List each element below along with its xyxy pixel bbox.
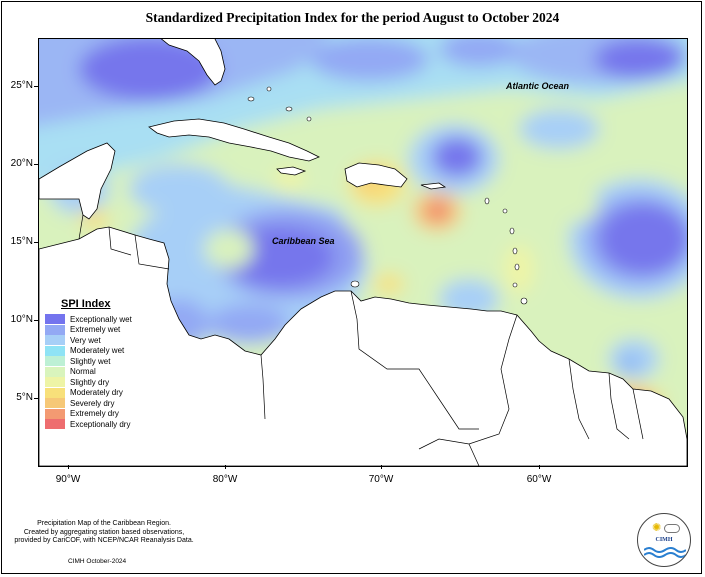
lat-tick	[34, 86, 38, 87]
lon-label: 70°W	[368, 474, 394, 485]
landmass	[39, 39, 687, 466]
logo-text: CIMH	[655, 537, 673, 543]
legend-label: Very wet	[70, 335, 101, 345]
legend-swatch	[45, 366, 65, 377]
lat-label: 25°N	[10, 80, 33, 91]
legend-swatch	[45, 314, 65, 325]
legend-swatch	[45, 398, 65, 409]
lat-tick	[34, 164, 38, 165]
legend-items: Exceptionally wet Extremely wet Very wet Mo…	[45, 314, 175, 430]
lon-label: 80°W	[212, 474, 238, 485]
lon-label: 60°W	[526, 474, 552, 485]
lat-label: 10°N	[10, 314, 33, 325]
spi-map-canvas	[39, 39, 687, 466]
lat-label: 15°N	[10, 236, 33, 247]
legend-label: Exceptionally wet	[70, 314, 132, 324]
waves-icon	[644, 547, 686, 558]
legend-swatch	[45, 419, 65, 430]
spi-map	[38, 38, 688, 467]
lat-tick	[34, 242, 38, 243]
legend-item: Extremely dry	[45, 408, 175, 420]
legend-item: Severely dry	[45, 398, 175, 409]
lesser-antilles	[247, 86, 528, 305]
credits-date: CIMH October-2024	[68, 558, 127, 565]
legend-item: Normal	[45, 366, 175, 378]
lon-tick	[68, 465, 69, 469]
credits-line: Precipitation Map of the Caribbean Regio…	[37, 520, 171, 527]
legend-label: Moderately wet	[70, 346, 125, 356]
legend-item: Extremely wet	[45, 324, 175, 336]
lon-tick	[225, 465, 226, 469]
lat-label: 5°N	[16, 392, 33, 403]
legend-item: Moderately dry	[45, 387, 175, 399]
legend-item: Moderately wet	[45, 345, 175, 357]
cloud-icon	[664, 524, 680, 533]
legend-swatch	[45, 335, 65, 346]
legend-label: Exceptionally dry	[70, 419, 131, 429]
map-title: Standardized Precipitation Index for the…	[145, 10, 560, 25]
legend-label: Extremely wet	[70, 325, 121, 335]
lon-label: 90°W	[55, 474, 81, 485]
sun-icon: ✺	[652, 522, 662, 534]
legend-swatch	[45, 356, 65, 367]
lon-tick	[381, 465, 382, 469]
lat-tick	[34, 398, 38, 399]
legend-label: Slightly wet	[70, 356, 111, 366]
cimh-logo: ✺ CIMH	[637, 513, 691, 567]
legend-item: Exceptionally wet	[45, 314, 175, 325]
credits-line: Created by aggregating station based obs…	[23, 528, 185, 536]
legend-swatch	[45, 324, 65, 335]
lon-tick	[539, 465, 540, 469]
credits: Precipitation Map of the Caribbean Regio…	[14, 520, 194, 546]
atlantic-ocean-label: Atlantic Ocean	[506, 81, 570, 91]
caribbean-sea-label: Caribbean Sea	[272, 236, 335, 246]
credits-line: provided by CariCOF, with NCEP/NCAR Rean…	[14, 537, 194, 544]
legend-item: Slightly wet	[45, 356, 175, 367]
legend-label: Slightly dry	[70, 377, 110, 387]
legend-label: Normal	[70, 367, 96, 377]
legend-label: Moderately dry	[70, 388, 123, 398]
lat-label: 20°N	[10, 158, 33, 169]
spi-legend: SPI Index Exceptionally wet Extremely wet…	[45, 298, 175, 430]
legend-label: Extremely dry	[70, 409, 119, 419]
legend-item: Exceptionally dry	[45, 419, 175, 430]
legend-swatch	[45, 408, 65, 419]
legend-label: Severely dry	[70, 398, 115, 408]
lat-tick	[34, 320, 38, 321]
legend-swatch	[45, 387, 65, 398]
legend-item: Very wet	[45, 335, 175, 346]
legend-swatch	[45, 377, 65, 388]
legend-title: SPI Index	[61, 298, 111, 310]
country-borders	[78, 214, 644, 466]
legend-swatch	[45, 345, 65, 356]
legend-item: Slightly dry	[45, 377, 175, 388]
